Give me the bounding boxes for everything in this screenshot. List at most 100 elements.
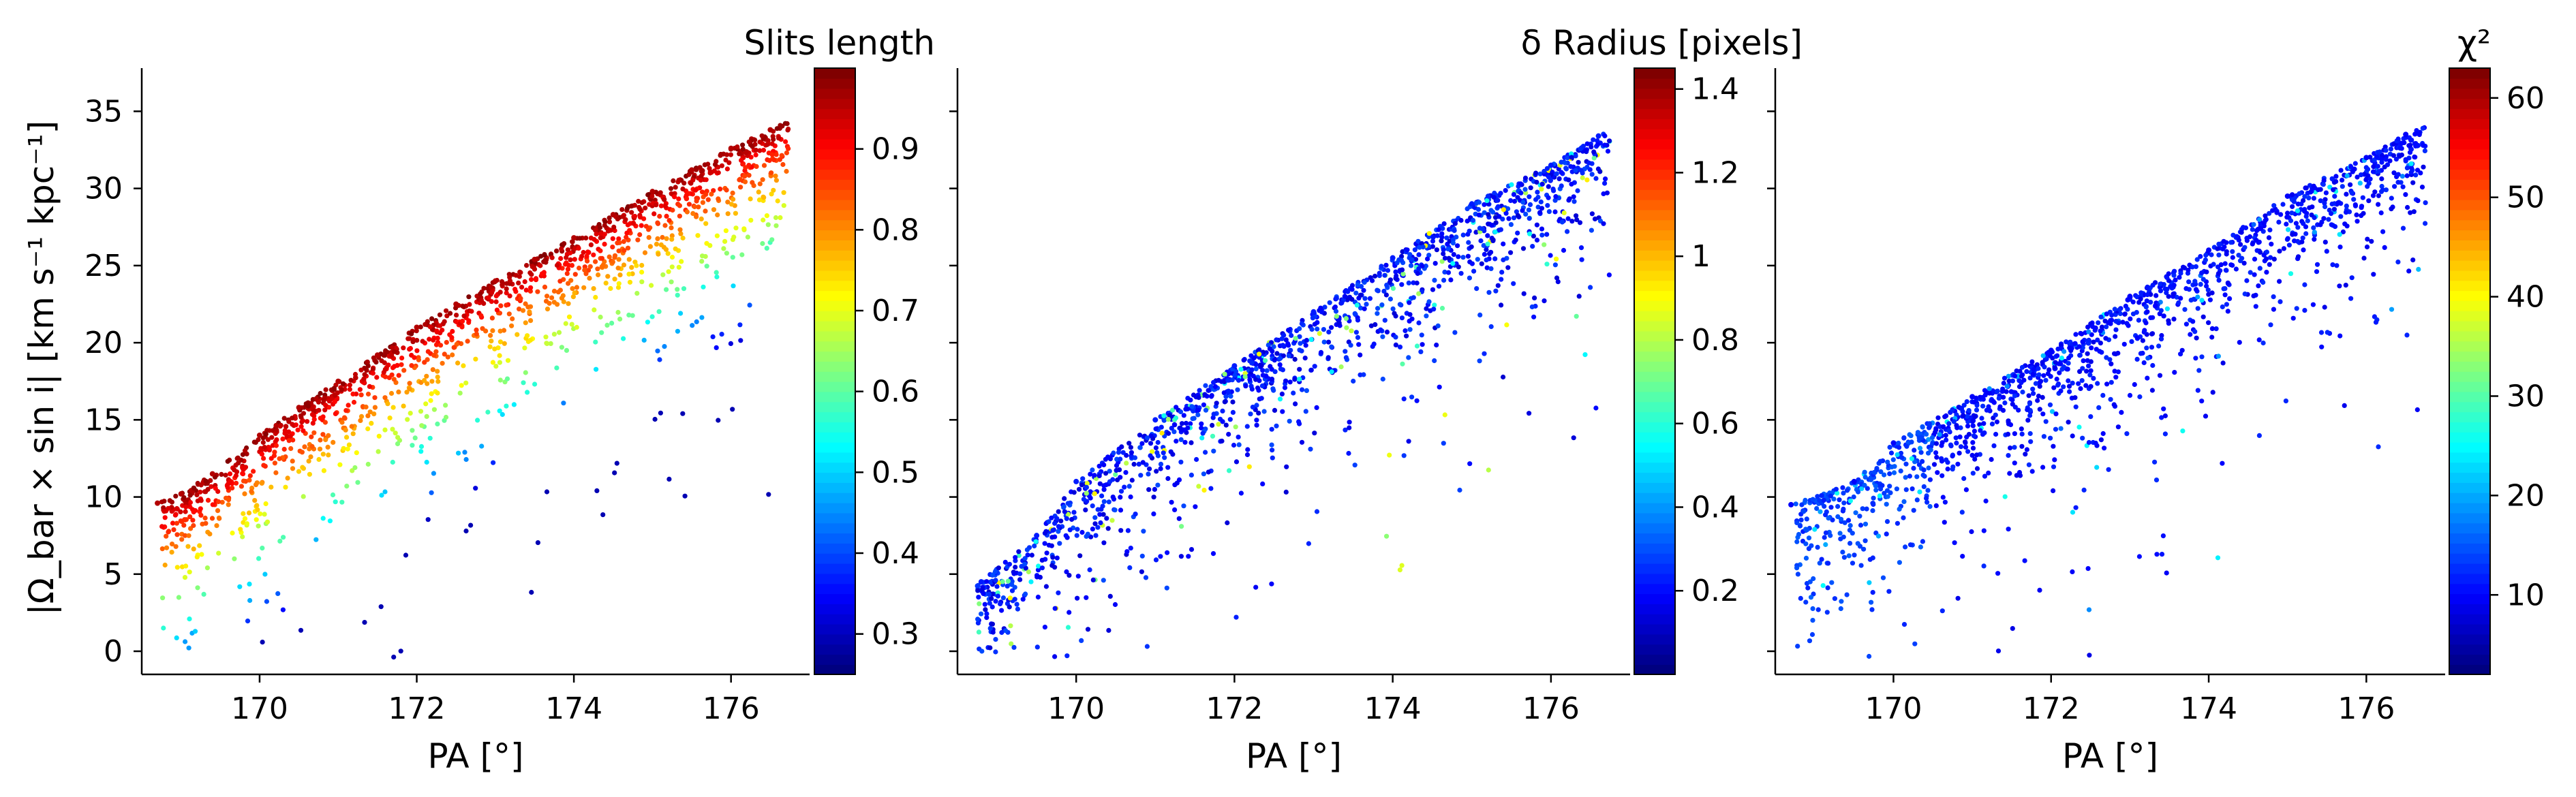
scatter-point (1503, 210, 1509, 216)
scatter-point (2158, 288, 2164, 294)
scatter-point (603, 281, 609, 286)
scatter-point (1513, 237, 1518, 243)
scatter-point (194, 554, 200, 560)
scatter-point (1136, 461, 1141, 467)
scatter-point (1850, 531, 1855, 536)
scatter-point (548, 341, 553, 346)
colorbar-segment (2449, 553, 2490, 564)
scatter-point (2176, 300, 2181, 306)
scatter-point (365, 359, 370, 364)
scatter-point (1394, 273, 1399, 279)
scatter-point (1506, 216, 1512, 221)
scatter-point (1319, 309, 1325, 315)
scatter-point (1425, 256, 1430, 262)
scatter-point (1897, 445, 1902, 450)
scatter-point (1806, 535, 1812, 541)
scatter-point (2067, 389, 2072, 394)
scatter-point (707, 166, 712, 171)
scatter-point (1933, 450, 1939, 456)
scatter-point (2244, 236, 2250, 241)
scatter-point (1132, 455, 1138, 460)
scatter-point (183, 517, 188, 522)
scatter-point (2134, 294, 2140, 300)
scatter-point (320, 432, 326, 437)
scatter-point (2271, 294, 2276, 300)
scatter-point (1416, 320, 1422, 326)
scatter-point (2019, 373, 2024, 379)
scatter-point (1254, 422, 1259, 428)
scatter-point (2010, 401, 2015, 407)
scatter-point (2093, 440, 2098, 446)
x-axis-label: PA [°] (2062, 736, 2158, 776)
scatter-point (616, 248, 622, 253)
scatter-point (2158, 337, 2164, 342)
scatter-point (1354, 302, 1360, 308)
scatter-point (1490, 209, 1496, 215)
scatter-point (1257, 378, 1262, 384)
data-point (767, 127, 773, 133)
scatter-point (1584, 149, 1589, 155)
scatter-point (2000, 386, 2006, 392)
scatter-point (711, 207, 717, 213)
scatter-point (1903, 544, 1908, 550)
scatter-point (342, 416, 348, 421)
scatter-point (2322, 197, 2328, 202)
scatter-point (2220, 304, 2225, 310)
scatter-point (1259, 363, 1264, 369)
scatter-point (1974, 403, 1980, 408)
scatter-point (2138, 351, 2143, 356)
colorbar-segment (814, 129, 855, 140)
scatter-point (2314, 262, 2320, 267)
scatter-point (1274, 337, 1279, 343)
colorbar-segment (2449, 78, 2490, 89)
scatter-point (1226, 371, 1231, 377)
scatter-point (1199, 421, 1204, 426)
scatter-point (507, 293, 512, 298)
scatter-point (209, 484, 214, 489)
scatter-point (392, 349, 397, 354)
scatter-point (504, 290, 509, 296)
scatter-point (654, 241, 660, 247)
scatter-point (1356, 342, 1362, 347)
scatter-point (424, 413, 429, 420)
scatter-point (2375, 163, 2380, 169)
scatter-point (2143, 304, 2149, 310)
colorbar-segment (1634, 68, 1675, 79)
scatter-point (1101, 512, 1106, 517)
scatter-point (641, 337, 647, 343)
y-tick-label: 10 (85, 480, 123, 515)
scatter-point (326, 398, 332, 404)
scatter-point (2079, 378, 2085, 384)
scatter-point (2102, 318, 2108, 324)
scatter-point (405, 417, 410, 422)
scatter-point (1534, 237, 1540, 243)
scatter-point (1859, 486, 1865, 491)
scatter-point (1067, 573, 1072, 578)
scatter-point (984, 615, 990, 621)
scatter-point (2285, 236, 2290, 241)
scatter-point (1842, 520, 1847, 525)
scatter-point (1065, 625, 1071, 630)
scatter-point (1997, 404, 2003, 409)
colorbar-segment (814, 502, 855, 514)
scatter-point (1571, 199, 1577, 204)
scatter-point (469, 309, 474, 314)
scatter-point (1083, 507, 1088, 513)
scatter-point (1821, 497, 1826, 503)
scatter-point (2299, 239, 2305, 245)
scatter-point (1569, 151, 1574, 157)
scatter-point (1222, 371, 1227, 377)
scatter-point (306, 458, 311, 464)
scatter-point (1831, 497, 1837, 502)
scatter-point (2022, 558, 2027, 563)
scatter-point (466, 318, 472, 324)
colorbar-tick-label: 20 (2506, 478, 2545, 513)
scatter-point (1084, 481, 1090, 486)
scatter-point (174, 532, 180, 537)
scatter-point (2194, 257, 2200, 262)
data-point (1788, 501, 1794, 507)
scatter-point (185, 544, 191, 549)
scatter-point (1878, 469, 1884, 475)
scatter-point (462, 450, 467, 455)
scatter-point (1589, 144, 1594, 150)
